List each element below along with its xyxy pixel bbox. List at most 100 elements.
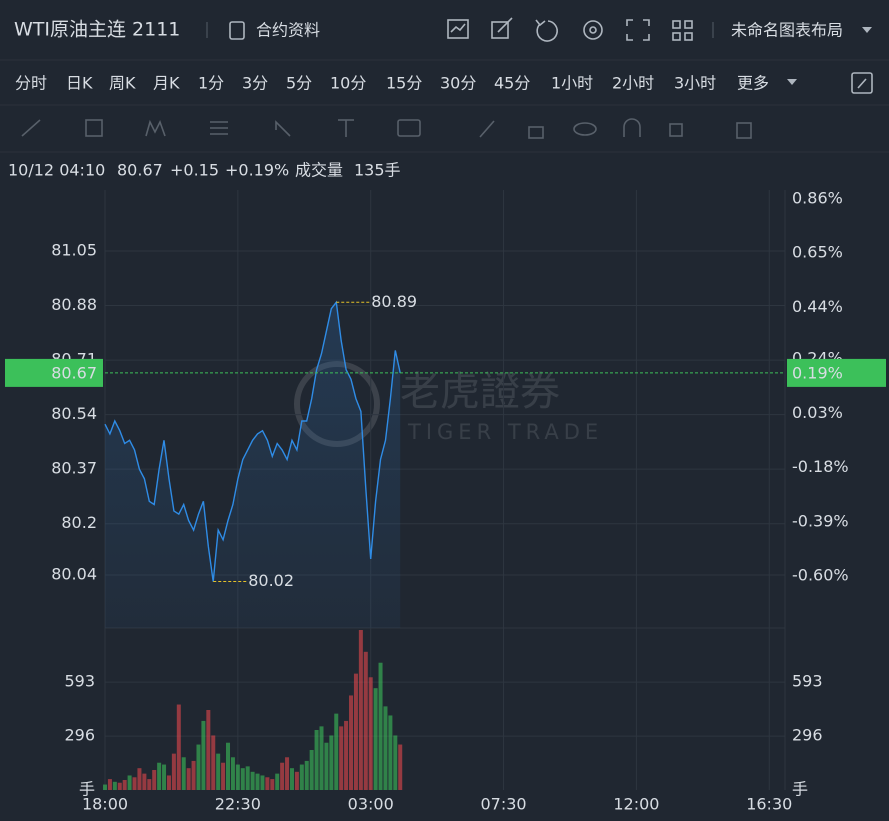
period-tab[interactable]: 日K (66, 74, 93, 93)
period-tab[interactable]: 45分 (494, 74, 530, 93)
volume-bar (112, 781, 117, 790)
tool-fib[interactable] (210, 121, 228, 135)
tool-lock[interactable] (528, 126, 544, 139)
period-tab[interactable]: 更多 (737, 74, 769, 93)
period-tabs: 分时 日K 周K 月K 1分 3分 5分 10分 15分 30分 45分 1小时 2小时 3小时 更多 (15, 74, 797, 93)
volume-bar (211, 735, 216, 790)
period-tab[interactable]: 5分 (286, 74, 312, 93)
info-change-pct: +0.19% (225, 161, 289, 180)
volume-bar (221, 762, 226, 790)
y2-tick-label: -0.60% (792, 566, 849, 585)
info-change: +0.15 (170, 161, 219, 180)
tool-wave[interactable] (145, 119, 166, 137)
volume-bar (319, 726, 324, 790)
y-tick-label: 80.88 (51, 295, 97, 314)
indicator-icon[interactable] (447, 19, 469, 39)
period-tab[interactable]: 月K (153, 74, 180, 93)
watermark-en: TIGER TRADE (407, 420, 603, 444)
info-volume: 135手 (354, 161, 401, 180)
period-tab[interactable]: 2小时 (612, 74, 654, 93)
period-tab[interactable]: 3小时 (674, 74, 716, 93)
volume-bar (132, 777, 137, 790)
tool-eye[interactable] (573, 122, 597, 136)
watermark-cn: 老虎證券 (400, 369, 560, 415)
tool-rect[interactable] (85, 119, 103, 137)
y2-tick-label: -0.39% (792, 511, 849, 530)
y-tick-label: 80.54 (51, 404, 97, 423)
y2-tick-label: 0.44% (792, 297, 843, 316)
fullscreen-icon[interactable] (626, 19, 650, 41)
x-tick-label: 18:00 (82, 795, 128, 814)
volume-bar (181, 757, 186, 790)
price-area (105, 302, 401, 628)
tool-copy[interactable] (669, 123, 683, 137)
reset-icon[interactable] (535, 19, 558, 42)
volume-bar (127, 775, 132, 790)
volume-bar (166, 775, 171, 790)
x-tick-label: 22:30 (215, 795, 261, 814)
tool-measure[interactable] (338, 119, 354, 137)
layout-icon[interactable] (672, 20, 693, 41)
dropdown-arrow[interactable] (862, 27, 872, 33)
volume-tick-label: 593 (64, 672, 95, 691)
expand-icon[interactable] (851, 72, 873, 94)
watermark: 老虎證券 TIGER TRADE (294, 361, 603, 447)
y2-tick-label: -0.18% (792, 457, 849, 476)
contract-info[interactable]: 合约资料 (256, 21, 320, 40)
y-tick-label: 80.37 (51, 459, 97, 478)
volume-bar (142, 773, 147, 790)
volume-bar (368, 677, 373, 790)
tool-delete[interactable] (736, 122, 752, 139)
settings-icon[interactable] (583, 20, 603, 40)
layout-name[interactable]: 未命名图表布局 (731, 21, 843, 40)
tool-pen[interactable] (479, 120, 495, 138)
volume-bar (191, 760, 196, 790)
y2-tick-label: 0.65% (792, 243, 843, 262)
volume-bar (162, 764, 167, 790)
period-tab[interactable]: 1小时 (551, 74, 593, 93)
extreme-label: 80.89 (371, 292, 417, 311)
edit-icon[interactable] (491, 17, 513, 39)
volume-bar (206, 710, 211, 790)
doc-icon[interactable] (229, 21, 245, 40)
period-tab[interactable]: 分时 (15, 74, 47, 93)
volume-bar (122, 780, 127, 790)
chart: 18:00 22:30 03:00 07:30 12:00 16:30 81.05 80.88… (5, 188, 886, 814)
volume-bar (265, 777, 270, 790)
tool-text[interactable] (397, 119, 421, 137)
y-tick-label: 81.05 (51, 240, 97, 259)
volume-bar (216, 753, 221, 790)
volume-bar (388, 715, 393, 790)
dropdown-arrow[interactable] (787, 79, 797, 85)
period-tab[interactable]: 15分 (386, 74, 422, 93)
volume-bar (304, 760, 309, 790)
period-tab[interactable]: 30分 (440, 74, 476, 93)
tool-line[interactable] (21, 119, 41, 137)
period-tab[interactable]: 周K (109, 74, 136, 93)
y2-tick-label: 0.03% (792, 403, 843, 422)
volume-bar (107, 779, 112, 790)
volume-bar (349, 695, 354, 790)
volume-bar (373, 688, 378, 790)
volume-bar (299, 764, 304, 790)
x-tick-label: 03:00 (348, 795, 394, 814)
volume-bar (255, 773, 260, 790)
volume-bar (103, 784, 107, 790)
period-tab[interactable]: 1分 (198, 74, 224, 93)
volume-bar (157, 762, 162, 790)
volume-bar (186, 768, 191, 790)
volume-bar (358, 630, 363, 790)
info-volume-label: 成交量 (295, 161, 343, 180)
tool-magnet[interactable] (623, 118, 641, 137)
volume-bar (363, 651, 368, 790)
period-tab[interactable]: 10分 (330, 74, 366, 93)
volume-bar (275, 773, 280, 790)
volume-bar (147, 779, 152, 790)
period-tab[interactable]: 3分 (242, 74, 268, 93)
tool-arrow[interactable] (275, 120, 291, 137)
info-time: 10/12 04:10 (8, 161, 105, 180)
volume-bar (171, 753, 176, 790)
volume-tick-label: 296 (64, 726, 95, 745)
